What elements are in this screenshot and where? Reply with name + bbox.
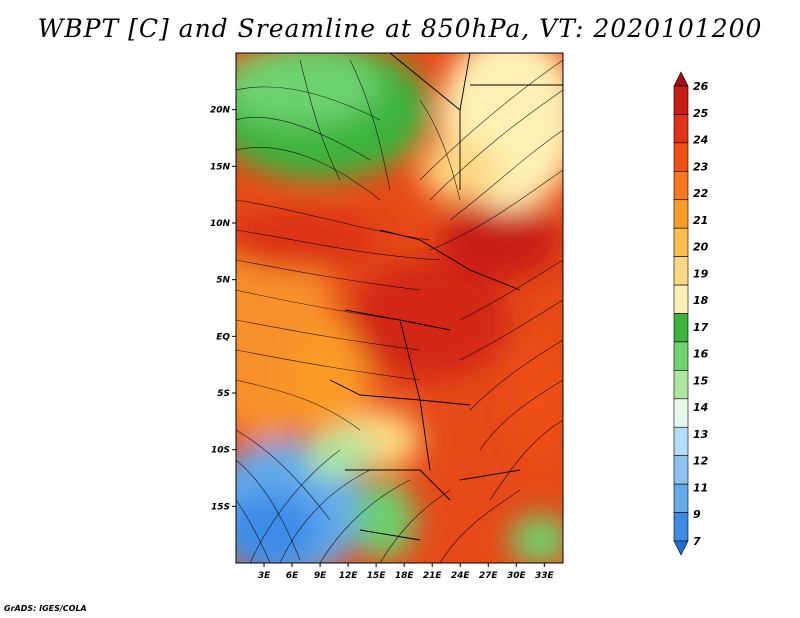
colorbar-label: 22 (693, 187, 709, 200)
colorbar-swatch (673, 199, 689, 229)
colorbar-swatch (673, 142, 689, 172)
colorbar-swatch (673, 114, 689, 144)
colorbar-swatch (673, 85, 689, 115)
boundaries (329, 53, 563, 541)
lon-tick-label: 30E (507, 571, 527, 581)
latitude-axis: 20N 15N 10N 5N EQ 5S 10S 15S (210, 106, 236, 512)
colorbar-swatch (673, 313, 689, 343)
lon-tick-label: 18E (395, 571, 415, 581)
lat-tick-label: 5N (216, 276, 230, 286)
colorbar-label: 16 (693, 348, 709, 361)
colorbar-label: 25 (693, 107, 709, 120)
colorbar-label: 19 (693, 267, 709, 280)
colorbar-swatch (673, 426, 689, 456)
lon-tick-label: 12E (339, 571, 359, 581)
colorbar-label: 11 (693, 481, 708, 494)
colorbar-label: 21 (693, 214, 708, 227)
lon-tick-label: 24E (451, 571, 471, 581)
colorbar-top-arrow (673, 71, 689, 87)
colorbar-label: 18 (693, 294, 709, 307)
colorbar-label: 26 (693, 80, 709, 93)
lon-tick-label: 9E (314, 571, 327, 581)
lon-tick-label: 21E (423, 571, 443, 581)
lon-tick-label: 15E (367, 571, 387, 581)
colorbar-swatch (673, 171, 689, 201)
lon-tick-label: 27E (479, 571, 499, 581)
colorbar-swatch (673, 284, 689, 314)
colorbar-label: 14 (693, 401, 708, 414)
lon-tick-label: 6E (286, 571, 299, 581)
colorbar-label: 17 (693, 321, 709, 334)
colorbar-label: 23 (693, 160, 709, 173)
colorbar-label: 12 (693, 455, 709, 468)
colorbar-swatch (673, 483, 689, 513)
lat-tick-label: 15N (210, 162, 231, 172)
lon-tick-label: 3E (258, 571, 271, 581)
colorbar-label: 13 (693, 428, 709, 441)
lat-tick-label: EQ (216, 332, 230, 342)
colorbar-swatch (673, 341, 689, 371)
lat-tick-label: 10N (210, 219, 231, 229)
lat-tick-label: 5S (217, 389, 230, 399)
lat-tick-label: 20N (210, 106, 231, 116)
colorbar-swatch (673, 227, 689, 257)
colorbar-swatch (673, 455, 689, 485)
lon-tick-label: 33E (535, 571, 555, 581)
lat-tick-label: 15S (211, 502, 230, 512)
lat-tick-label: 10S (211, 446, 230, 456)
colorbar-label: 20 (693, 241, 709, 254)
map-title: WBPT [C] and Sreamline at 850hPa, VT: 20… (37, 14, 763, 43)
wbpt-field (236, 53, 563, 563)
grads-credit: GrADS: IGES/COLA (4, 604, 87, 613)
colorbar-swatch (673, 256, 689, 286)
colorbar-bottom-arrow (673, 540, 689, 556)
colorbar-label: 7 (693, 535, 701, 548)
colorbar-swatch (673, 398, 689, 428)
longitude-axis: 3E 6E 9E 12E 15E 18E 21E 24E 27E 30E 33E (258, 563, 555, 581)
colorbar-swatch (673, 512, 689, 542)
colorbar-label: 9 (693, 508, 701, 521)
colorbar-label: 24 (693, 134, 708, 147)
colorbar-swatch (673, 370, 689, 400)
colorbar: 26 25 24 23 22 21 20 19 18 17 16 15 14 13 12 11 9 7 (673, 71, 709, 556)
map-frame (235, 52, 564, 564)
colorbar-label: 15 (693, 374, 709, 387)
